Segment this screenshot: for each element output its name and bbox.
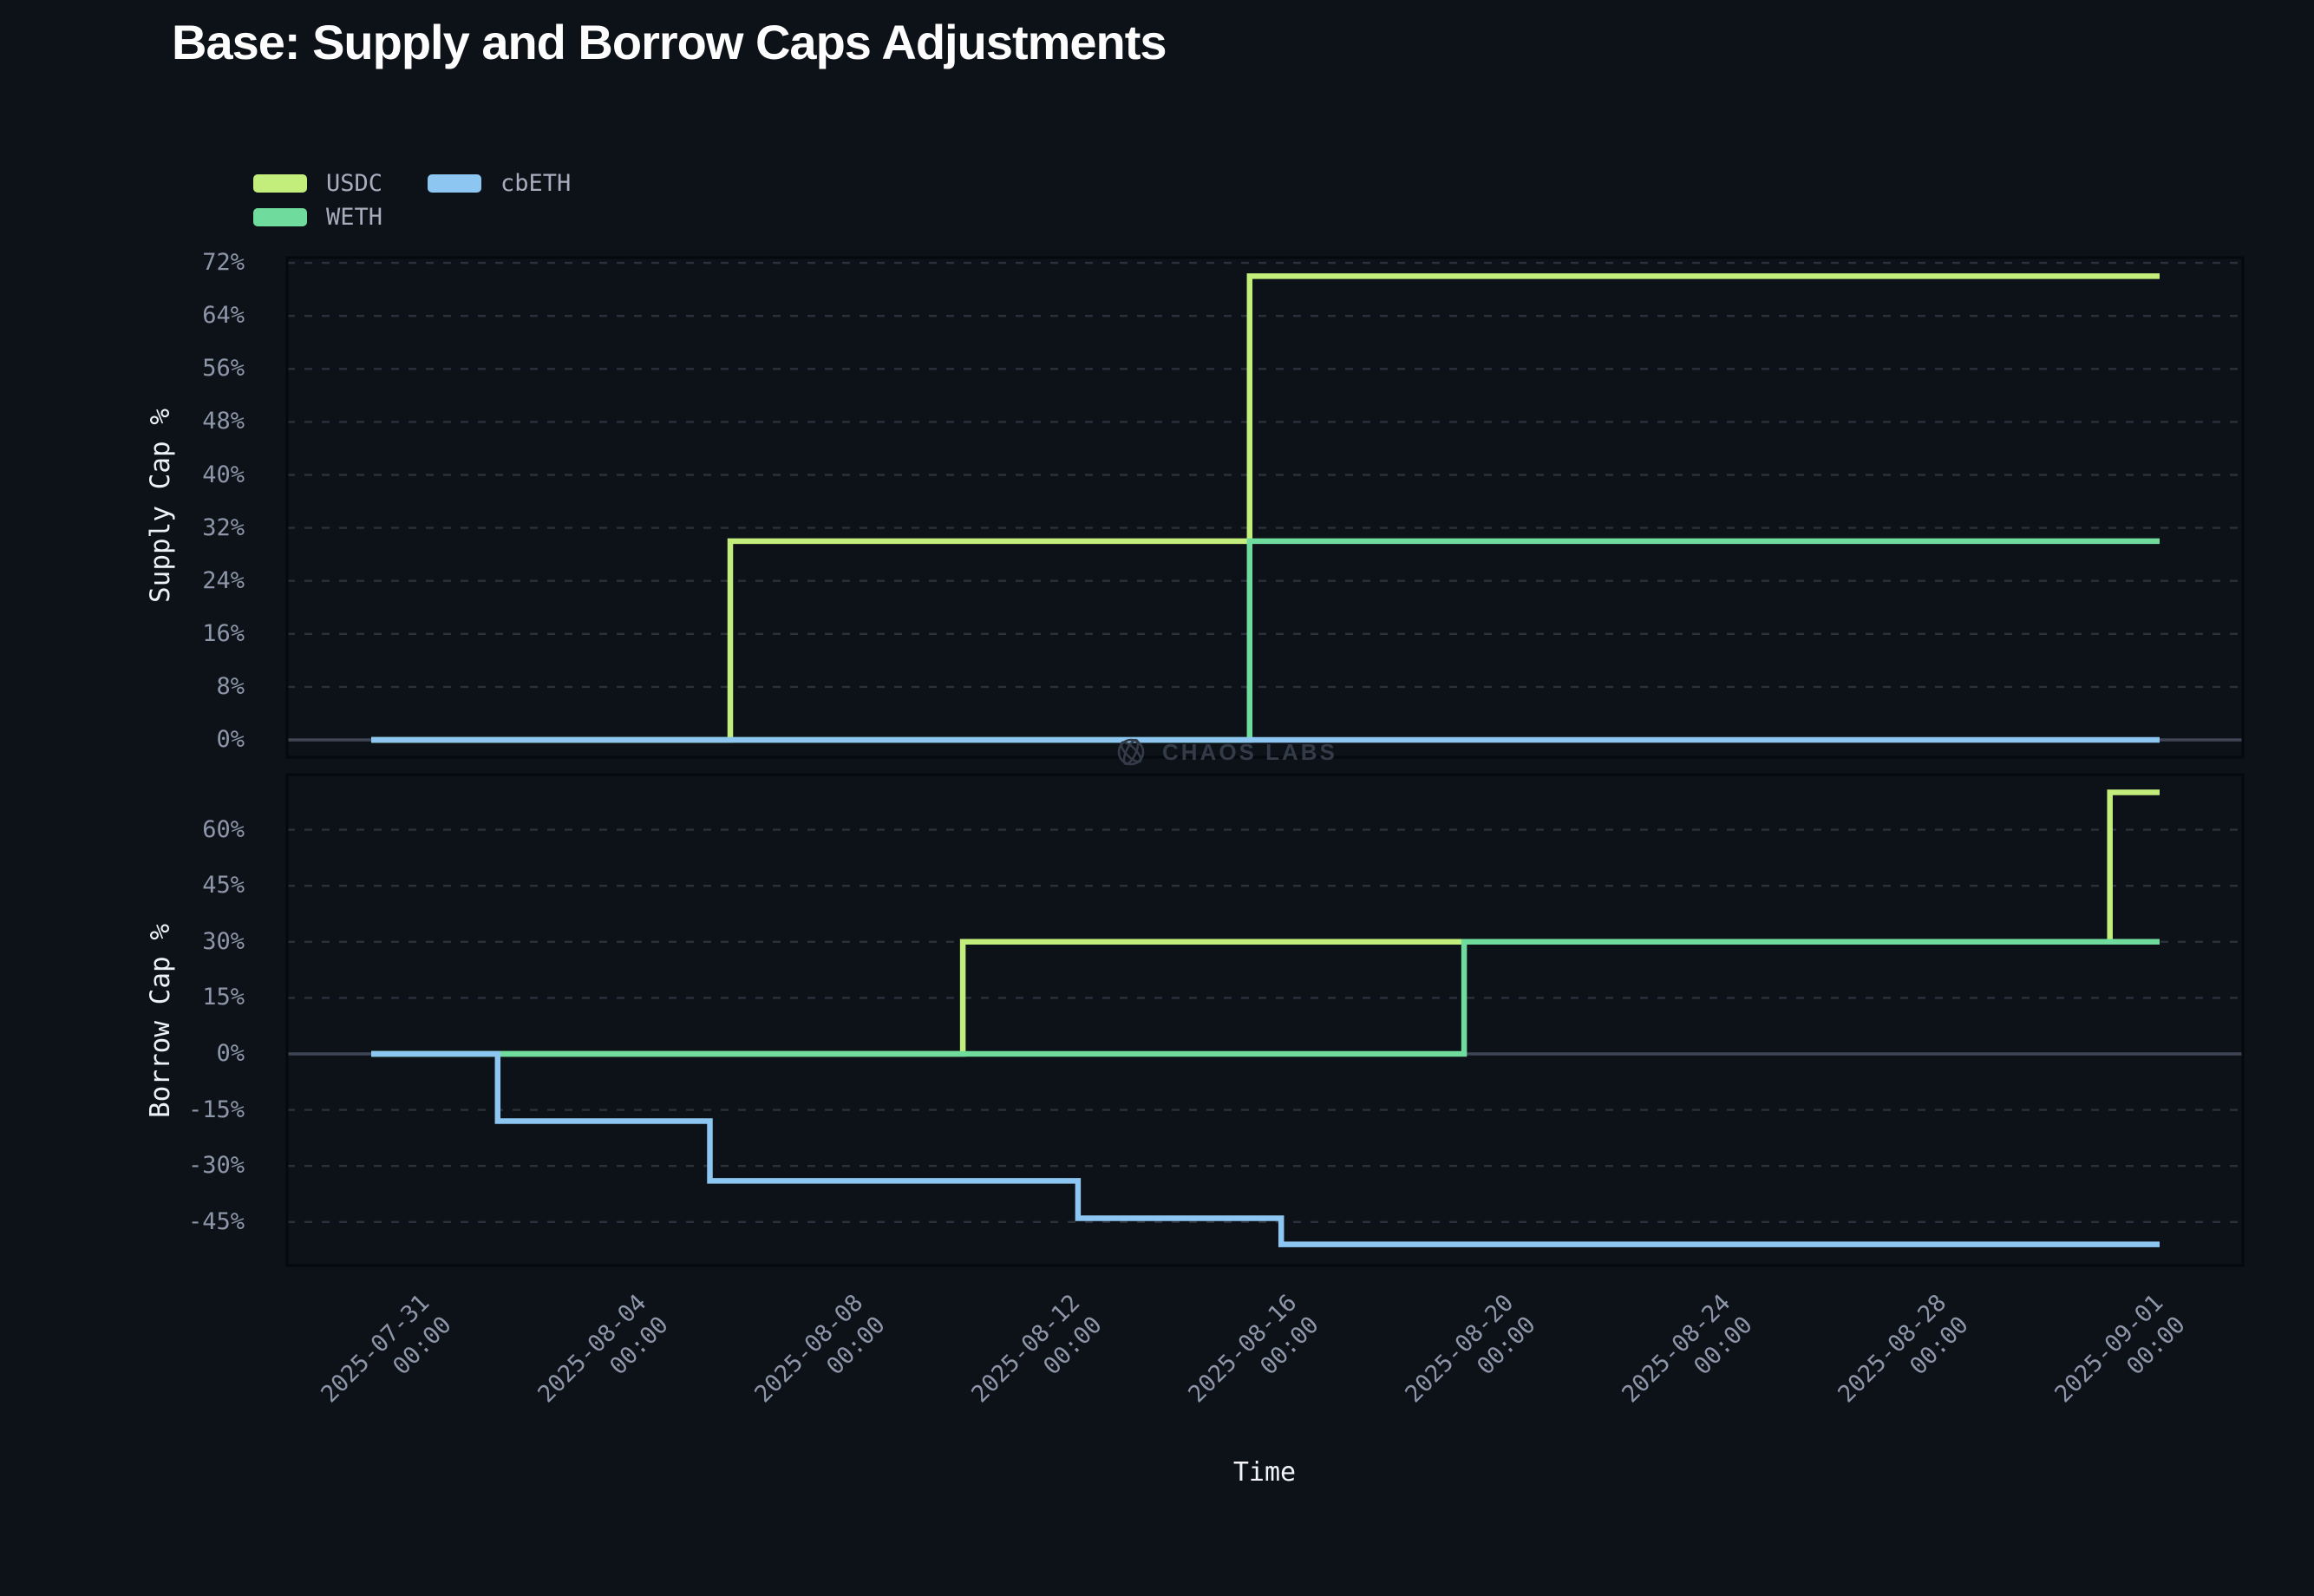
legend-column-2: cbETH (428, 170, 572, 226)
legend-item-cbeth: cbETH (428, 170, 572, 197)
legend-item-weth: WETH (253, 204, 383, 231)
chaos-labs-logo-icon (1117, 738, 1145, 766)
watermark: CHAOS LABS (1112, 733, 1337, 771)
page-title: Base: Supply and Borrow Caps Adjustments (172, 15, 1167, 69)
cbeth-swatch-icon (428, 174, 482, 193)
supply-plot-border (285, 256, 2245, 759)
supply-weth-line (371, 538, 2160, 743)
borrow-usdc-line (371, 789, 2160, 1057)
weth-swatch-icon (253, 208, 307, 226)
borrow-weth-line (371, 939, 2160, 1057)
legend-label-weth: WETH (326, 204, 383, 231)
usdc-swatch-icon (253, 174, 307, 193)
legend-item-usdc: USDC (253, 170, 383, 197)
borrow-subplot (285, 773, 2245, 1267)
supply-subplot (285, 256, 2245, 759)
supply-usdc-line (371, 273, 2160, 743)
legend-column-1: USDC WETH (253, 170, 383, 231)
legend-label-usdc: USDC (326, 170, 383, 197)
chart-legend: USDC WETH cbETH (253, 170, 572, 231)
legend-label-cbeth: cbETH (500, 170, 572, 197)
watermark-text: CHAOS LABS (1162, 738, 1337, 765)
borrow-cbeth-line (371, 1050, 2160, 1247)
borrow-plot-border (285, 773, 2245, 1267)
